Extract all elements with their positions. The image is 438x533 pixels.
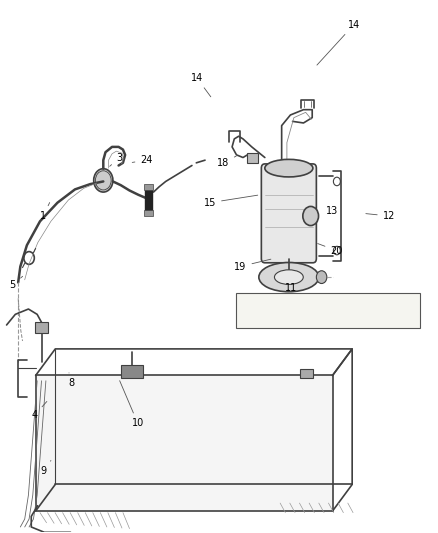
Text: R-134a 1.50 lbs (680g): R-134a 1.50 lbs (680g) bbox=[239, 303, 286, 306]
Text: CAUTION: CAUTION bbox=[341, 297, 366, 302]
Text: 4: 4 bbox=[31, 401, 47, 421]
Circle shape bbox=[94, 168, 113, 192]
Bar bbox=[35, 322, 48, 333]
Circle shape bbox=[316, 271, 327, 284]
Text: 10: 10 bbox=[120, 381, 144, 429]
Bar bbox=[237, 293, 420, 328]
Ellipse shape bbox=[265, 159, 313, 177]
Text: 1: 1 bbox=[40, 203, 49, 221]
FancyBboxPatch shape bbox=[261, 164, 316, 263]
Text: 3: 3 bbox=[110, 152, 123, 166]
Bar bbox=[145, 190, 152, 209]
Text: MINERAL OIL: MINERAL OIL bbox=[341, 309, 366, 313]
Text: DO NOT USE: DO NOT USE bbox=[341, 304, 366, 308]
Ellipse shape bbox=[275, 270, 303, 285]
Bar bbox=[247, 154, 258, 163]
Bar bbox=[35, 375, 332, 511]
Bar bbox=[144, 209, 152, 216]
Text: 11: 11 bbox=[285, 283, 297, 293]
Text: (0.130+oz. oz. REFRIGERANT OIL): (0.130+oz. oz. REFRIGERANT OIL) bbox=[239, 308, 305, 312]
Text: 24: 24 bbox=[132, 155, 153, 165]
Circle shape bbox=[303, 206, 318, 225]
Text: 9: 9 bbox=[40, 461, 51, 476]
Text: 13: 13 bbox=[326, 206, 338, 216]
Text: 19: 19 bbox=[234, 259, 271, 271]
Text: 14: 14 bbox=[191, 73, 211, 97]
Text: 18: 18 bbox=[217, 156, 236, 168]
Text: 8: 8 bbox=[68, 373, 74, 389]
Text: 12: 12 bbox=[366, 211, 395, 221]
Text: 20: 20 bbox=[318, 244, 343, 255]
Text: REFRIGERANT: REFRIGERANT bbox=[239, 297, 277, 302]
Bar bbox=[144, 184, 152, 190]
Text: 5: 5 bbox=[10, 276, 23, 290]
Ellipse shape bbox=[259, 263, 319, 292]
Text: 14: 14 bbox=[317, 20, 360, 65]
Bar bbox=[300, 368, 313, 378]
Bar bbox=[121, 365, 143, 378]
Text: USE SYNTHETIC PAG OIL: USE SYNTHETIC PAG OIL bbox=[239, 313, 286, 317]
Text: 15: 15 bbox=[204, 195, 258, 208]
